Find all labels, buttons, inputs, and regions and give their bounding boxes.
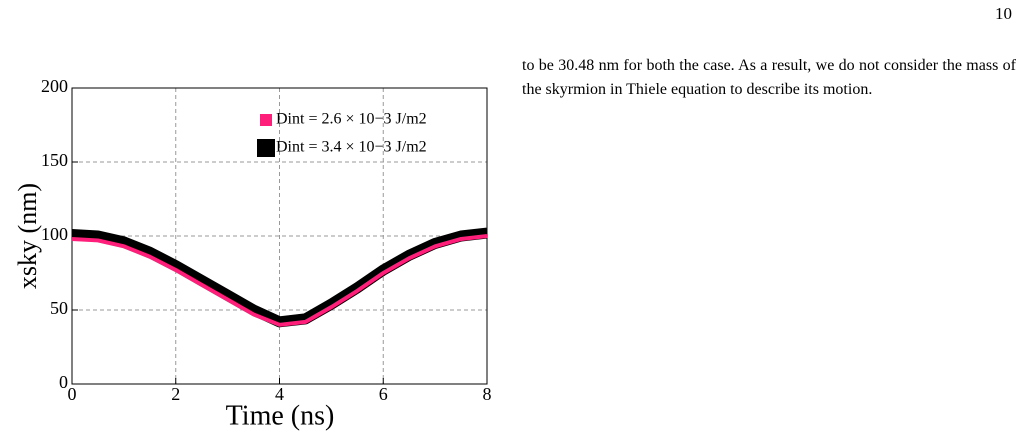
legend-label: Dint = 3.4 × 10−3 J/m2: [276, 139, 427, 156]
x-tick-label: 8: [483, 384, 492, 404]
x-tick-label: 0: [68, 384, 77, 404]
page-number: 10: [995, 4, 1012, 23]
y-tick-label: 100: [41, 224, 68, 244]
y-axis-label: xsky (nm): [13, 183, 42, 289]
x-tick-label: 6: [379, 384, 388, 404]
x-axis-label: Time (ns): [226, 400, 335, 431]
legend-label: Dint = 2.6 × 10−3 J/m2: [276, 111, 427, 128]
chart: Time (ns) xsky (nm) 0 50 100 150 200 0 2 4 6 8 Din…: [13, 76, 492, 431]
legend-swatch: [257, 139, 275, 157]
y-tick-label: 0: [59, 372, 68, 392]
series-line: [71, 227, 488, 328]
x-tick-label: 4: [275, 384, 284, 404]
series-line: [71, 234, 488, 327]
legend-swatch: [260, 114, 272, 126]
x-tick-label: 2: [171, 384, 180, 404]
paragraph: to be 30.48 nm for both the case. As a r…: [522, 57, 1016, 98]
y-tick-label: 50: [50, 298, 68, 318]
y-tick-label: 150: [41, 150, 68, 170]
y-tick-label: 200: [41, 76, 68, 96]
